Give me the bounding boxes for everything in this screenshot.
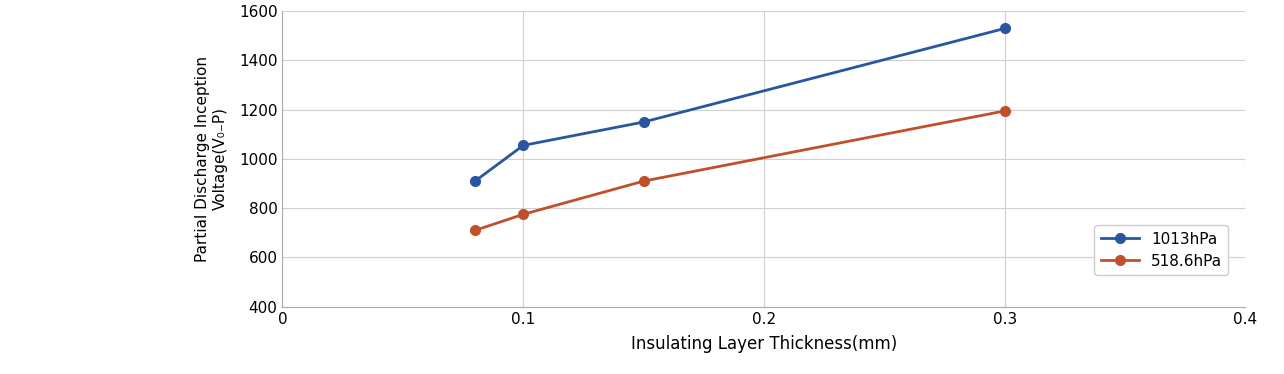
1013hPa — [996, 26, 1012, 31]
518.6hPa — [516, 212, 532, 217]
X-axis label: Insulating Layer Thickness(mm): Insulating Layer Thickness(mm) — [630, 335, 898, 353]
Line: 1013hPa: 1013hPa — [470, 24, 1009, 186]
518.6hPa — [636, 179, 651, 183]
518.6hPa — [467, 228, 483, 233]
1013hPa — [636, 120, 651, 124]
Legend: 1013hPa, 518.6hPa: 1013hPa, 518.6hPa — [1094, 226, 1229, 275]
1013hPa — [516, 143, 532, 148]
1013hPa — [467, 179, 483, 183]
518.6hPa — [996, 109, 1012, 113]
Line: 518.6hPa: 518.6hPa — [470, 106, 1009, 235]
Y-axis label: Partial Discharge Inception
Voltage(V₀₋P): Partial Discharge Inception Voltage(V₀₋P… — [195, 56, 227, 262]
